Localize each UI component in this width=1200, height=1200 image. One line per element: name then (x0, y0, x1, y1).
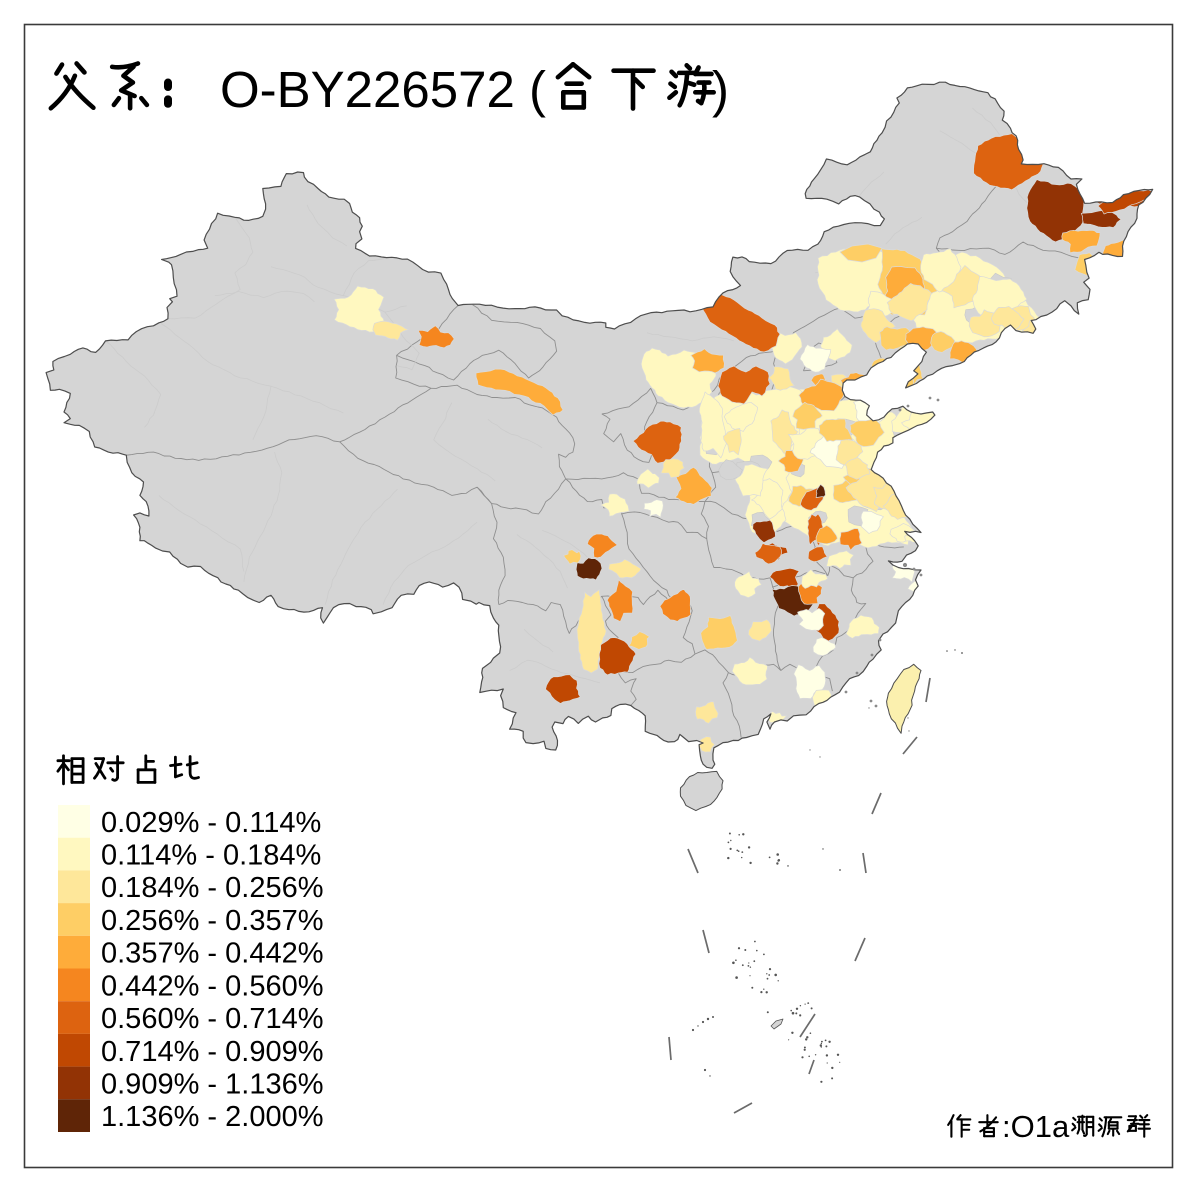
svg-text:0.560% - 0.714%: 0.560% - 0.714% (101, 1003, 323, 1035)
svg-text:0.714% - 0.909%: 0.714% - 0.909% (101, 1036, 323, 1068)
svg-text:): ) (712, 61, 729, 118)
svg-text::O1a: :O1a (1002, 1109, 1070, 1144)
svg-text:0.357% - 0.442%: 0.357% - 0.442% (101, 938, 323, 970)
svg-text:0.184% - 0.256%: 0.184% - 0.256% (101, 872, 323, 904)
svg-text:0.029% - 0.114%: 0.029% - 0.114% (101, 807, 321, 839)
svg-text:0.909% - 1.136%: 0.909% - 1.136% (101, 1068, 323, 1100)
svg-text:0.442% - 0.560%: 0.442% - 0.560% (101, 970, 323, 1002)
svg-text:0.114% - 0.184%: 0.114% - 0.184% (101, 840, 321, 872)
svg-text:1.136% - 2.000%: 1.136% - 2.000% (101, 1101, 323, 1133)
svg-text:0.256% - 0.357%: 0.256% - 0.357% (101, 905, 323, 937)
svg-text:O-BY226572 (: O-BY226572 ( (220, 61, 546, 118)
